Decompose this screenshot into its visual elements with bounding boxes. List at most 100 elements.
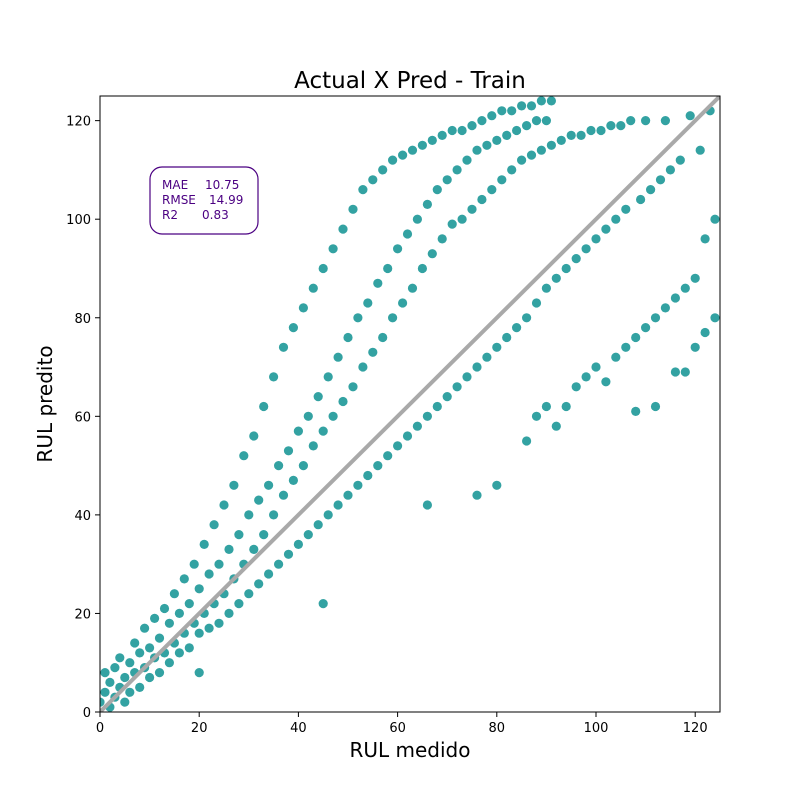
data-point	[462, 155, 472, 165]
data-point	[402, 229, 413, 239]
data-point	[477, 116, 487, 126]
data-point	[650, 313, 661, 323]
data-point	[249, 544, 259, 555]
data-point	[457, 125, 467, 136]
data-point	[348, 382, 358, 392]
data-point	[398, 298, 408, 308]
data-point	[184, 643, 194, 653]
data-point	[204, 623, 214, 633]
data-point	[313, 520, 323, 530]
data-point	[159, 603, 170, 614]
data-point	[393, 441, 403, 451]
data-point	[492, 342, 502, 352]
data-point	[174, 608, 184, 619]
data-point	[576, 130, 586, 140]
data-point	[194, 584, 204, 594]
data-point	[283, 549, 294, 559]
data-point	[407, 283, 418, 293]
data-point	[214, 618, 224, 628]
data-point	[472, 145, 482, 155]
data-point	[323, 510, 333, 520]
data-point	[541, 116, 552, 126]
data-point	[492, 135, 502, 145]
data-point	[298, 303, 308, 313]
data-point	[680, 367, 690, 377]
y-axis-label: RUL predito	[33, 345, 57, 462]
data-point	[274, 461, 284, 471]
data-point	[621, 342, 631, 352]
data-point	[244, 510, 254, 520]
data-point	[710, 313, 720, 323]
data-point	[616, 121, 626, 131]
identity-reference-line	[100, 96, 720, 712]
data-point	[487, 185, 497, 195]
data-point	[333, 500, 343, 510]
data-point	[427, 249, 437, 259]
data-point	[621, 204, 631, 214]
data-point	[556, 135, 566, 145]
data-point	[452, 165, 462, 175]
x-axis-label: RUL medido	[349, 738, 470, 762]
data-point	[487, 111, 497, 121]
data-point	[601, 377, 611, 387]
data-point	[209, 520, 219, 530]
data-point	[333, 352, 343, 362]
data-point	[358, 185, 368, 195]
data-point	[526, 101, 537, 111]
data-point	[536, 145, 547, 155]
data-point	[422, 500, 432, 510]
data-point	[244, 589, 254, 599]
data-point	[135, 648, 145, 658]
data-point	[234, 530, 244, 540]
data-point	[581, 372, 591, 382]
data-point	[452, 382, 462, 392]
data-point	[522, 436, 532, 446]
data-point	[298, 461, 308, 471]
data-point	[204, 569, 214, 579]
data-point	[199, 539, 209, 550]
data-point	[432, 401, 442, 412]
data-point	[646, 185, 656, 195]
data-point	[412, 421, 422, 431]
data-point	[135, 682, 145, 693]
data-point	[571, 254, 581, 264]
data-point	[194, 668, 204, 678]
data-point	[383, 263, 393, 274]
data-point	[447, 219, 457, 229]
y-tick-label: 20	[74, 607, 91, 622]
data-point	[591, 362, 601, 372]
data-point	[670, 293, 681, 303]
data-point	[631, 332, 641, 343]
data-point	[224, 544, 234, 555]
chart-title: Actual X Pred - Train	[294, 68, 526, 94]
data-point	[482, 352, 492, 362]
data-point	[383, 451, 393, 461]
data-point	[502, 130, 512, 140]
data-point	[601, 224, 611, 234]
data-point	[100, 668, 110, 678]
data-point	[477, 194, 487, 205]
data-point	[338, 224, 348, 234]
metric-mae-label: MAE	[162, 178, 188, 192]
data-point	[130, 638, 140, 648]
data-point	[407, 145, 418, 155]
data-point	[700, 327, 710, 338]
data-point	[427, 135, 437, 145]
data-point	[239, 451, 249, 461]
data-point	[308, 441, 318, 451]
x-tick-label: 100	[584, 721, 609, 736]
data-point	[100, 697, 105, 707]
data-point	[472, 362, 482, 372]
data-point	[259, 530, 269, 540]
metric-r2-value: 0.83	[202, 208, 229, 222]
data-point	[566, 130, 576, 140]
data-point	[546, 96, 557, 106]
data-point	[467, 204, 477, 214]
data-point	[462, 372, 472, 382]
data-point	[695, 145, 705, 155]
data-point	[690, 273, 700, 283]
data-point	[710, 214, 720, 224]
data-point	[650, 401, 661, 412]
data-point	[437, 130, 447, 140]
data-point	[457, 214, 467, 224]
